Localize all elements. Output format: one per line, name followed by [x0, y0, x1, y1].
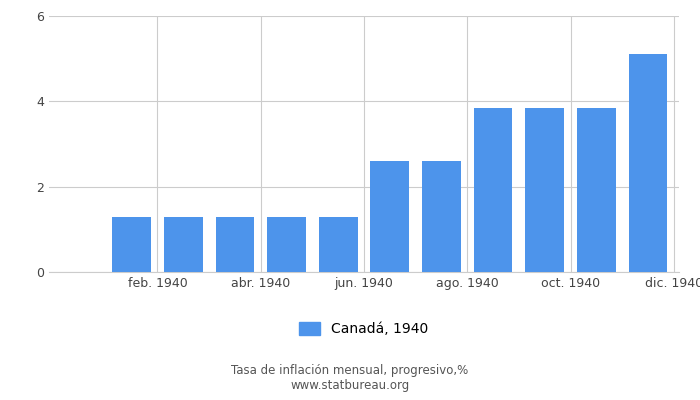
Bar — [422, 161, 461, 272]
Bar — [112, 216, 151, 272]
Bar — [629, 54, 667, 272]
Bar — [216, 216, 254, 272]
Bar — [164, 216, 202, 272]
Legend: Canadá, 1940: Canadá, 1940 — [294, 317, 434, 342]
Bar — [474, 108, 512, 272]
Bar — [526, 108, 564, 272]
Text: Tasa de inflación mensual, progresivo,%
www.statbureau.org: Tasa de inflación mensual, progresivo,% … — [232, 364, 468, 392]
Bar — [318, 216, 358, 272]
Bar — [370, 161, 410, 272]
Bar — [577, 108, 616, 272]
Bar — [267, 216, 306, 272]
